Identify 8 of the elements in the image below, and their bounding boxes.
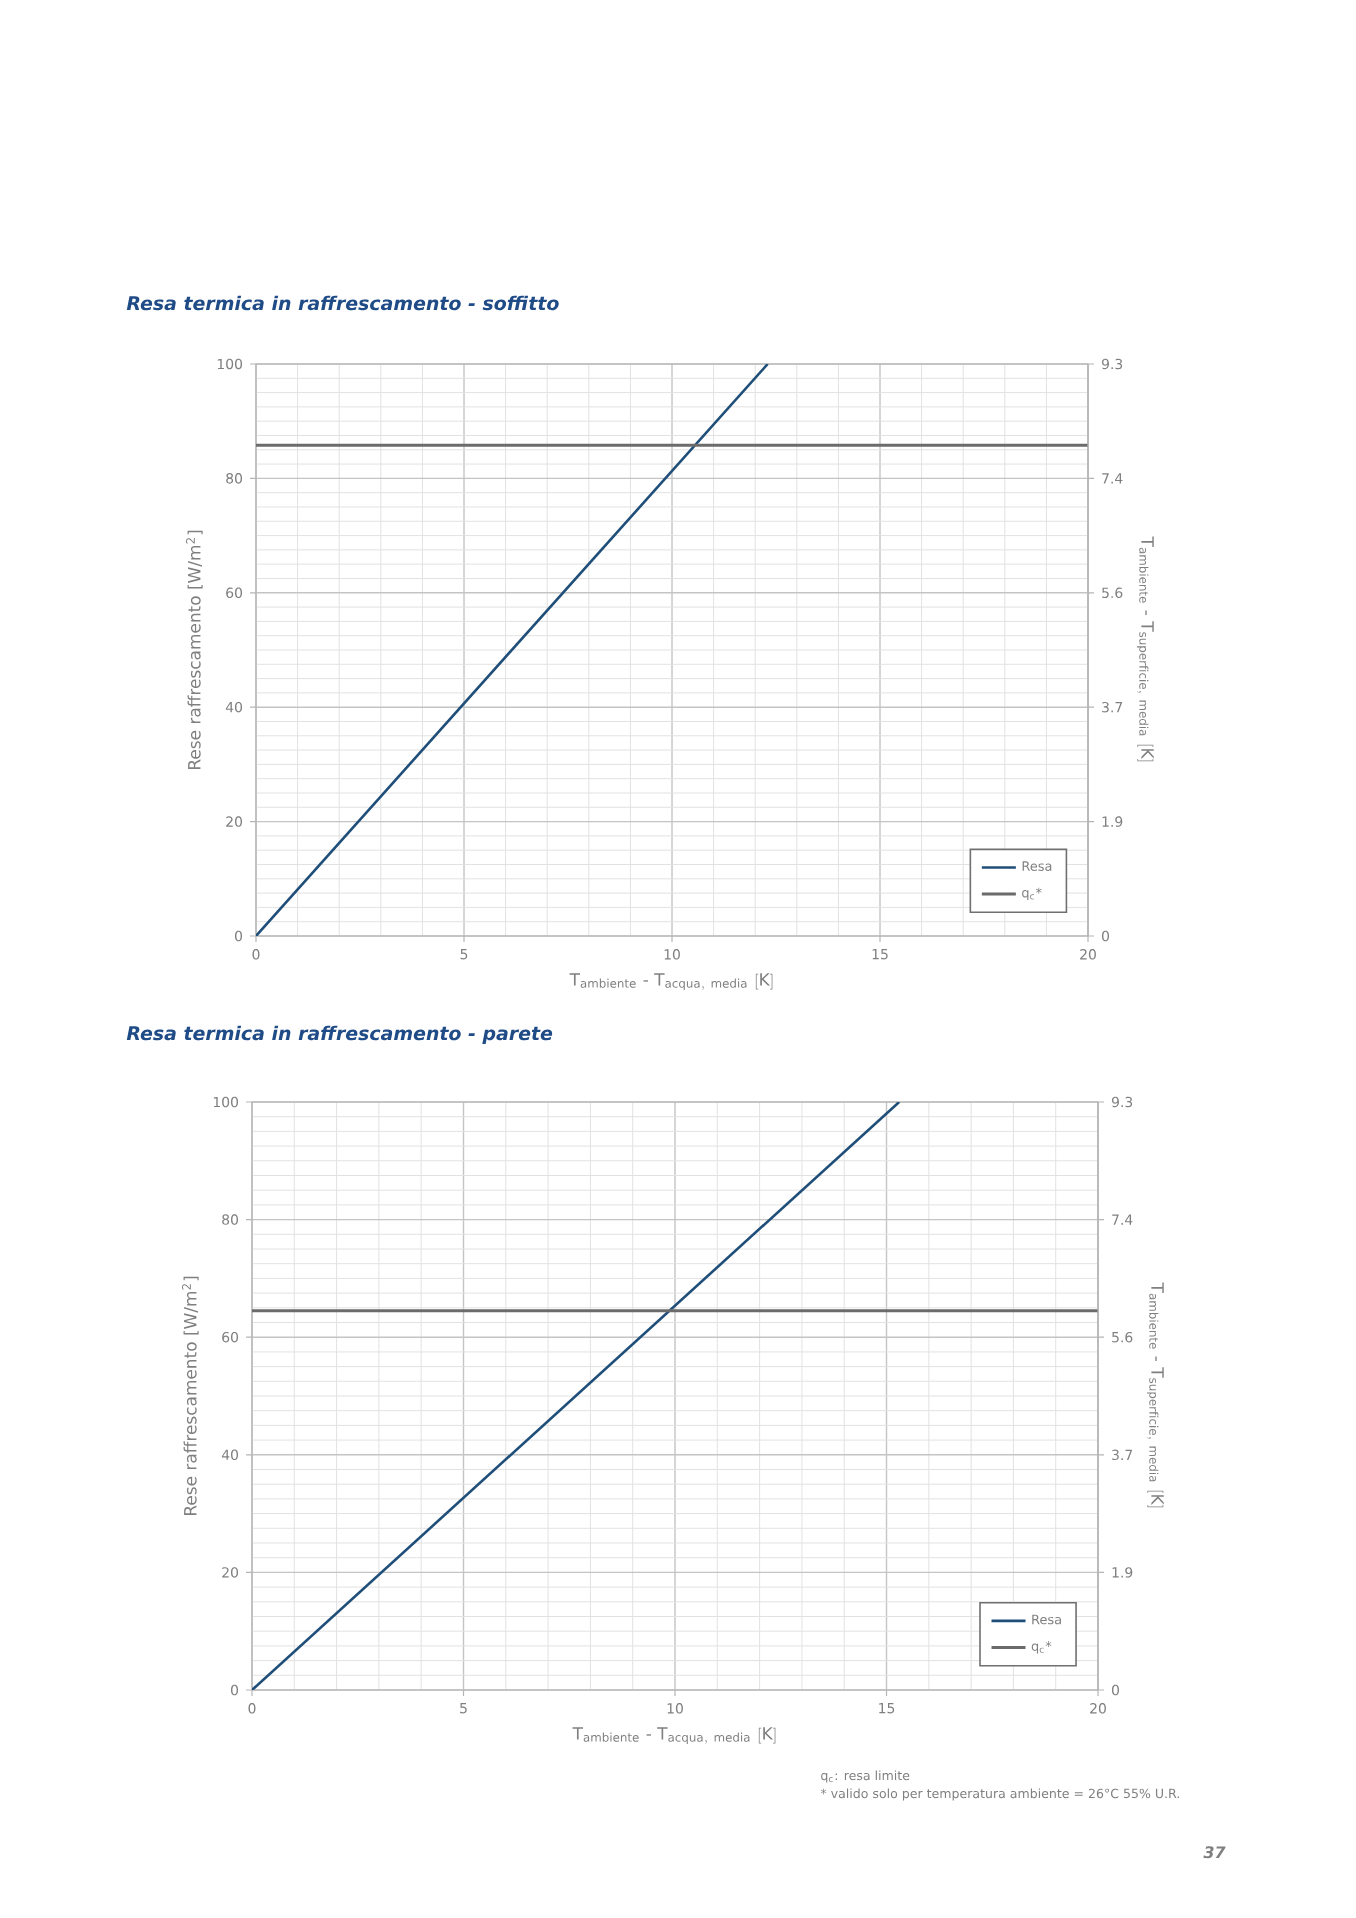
y2-axis-title: $\mathrm{T}_{\mathrm{ambiente}}\ \mbox{-}\ \mathrm{T}_{\mathrm{superficie,\ media}}\ \mathrm{[K]}$ (1146, 1282, 1164, 1508)
y-axis-title: Rese raffrescamento [W/m$^{2}$] (186, 530, 203, 769)
y2-axis-title: $\mathrm{T}_{\mathrm{ambiente}}\ \mbox{-}\ \mathrm{T}_{\mathrm{superficie,\ media}}\ \mathrm{[K]}$ (1136, 536, 1154, 762)
chart-title: Resa termica in raffrescamento - soffitto (126, 295, 559, 311)
x-axis-title: $\mathrm{T}_{\mathrm{ambiente}}\ \mbox{-}\ \mathrm{T}_{\mathrm{acqua,\ media}}\ \mathrm{[K]}$ (569, 973, 773, 991)
x-axis-title: $\mathrm{T}_{\mathrm{ambiente}}\ \mbox{-}\ \mathrm{T}_{\mathrm{acqua,\ media}}\ \mathrm{[K]}$ (572, 1727, 776, 1745)
y-axis-title: Rese raffrescamento [W/m$^{2}$] (182, 1276, 199, 1516)
chart-title: Resa termica in raffrescamento - parete (126, 1025, 553, 1044)
